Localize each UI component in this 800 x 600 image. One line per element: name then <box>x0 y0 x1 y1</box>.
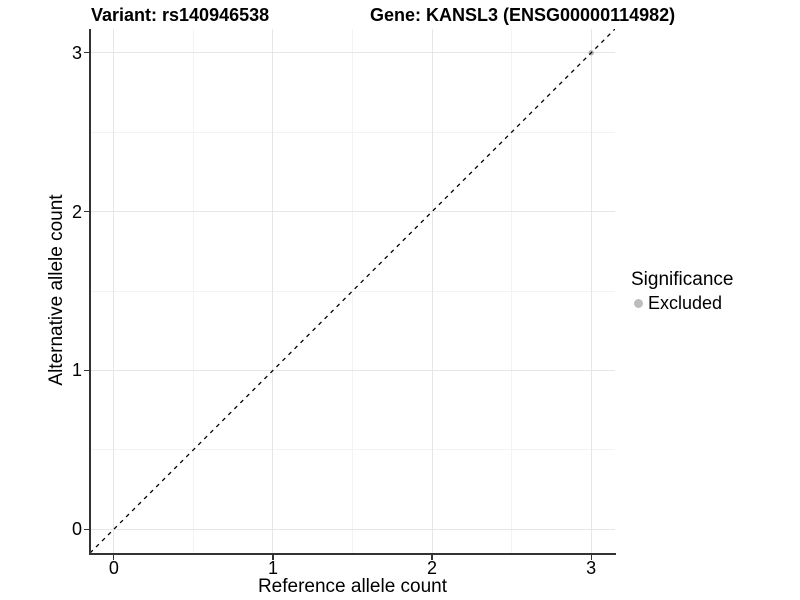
major-gridline-y <box>90 211 615 213</box>
x-tick-mark <box>272 555 274 560</box>
x-axis-line <box>89 553 616 555</box>
major-gridline-y <box>90 369 615 371</box>
x-tick-label: 3 <box>586 558 597 578</box>
plot-layer <box>90 29 615 553</box>
major-gridline-x <box>113 29 115 553</box>
y-axis-title: Alternative allele count <box>46 194 67 386</box>
minor-gridline-y <box>90 131 615 133</box>
gene-title: Gene: KANSL3 (ENSG00000114982) <box>370 5 676 25</box>
y-tick-label: 1 <box>71 360 82 381</box>
legend-item-label: Excluded <box>648 293 723 313</box>
y-tick-mark <box>84 52 89 54</box>
variant-title: Variant: rs140946538 <box>91 5 270 25</box>
y-tick-mark <box>84 528 89 530</box>
legend: Significance Excluded <box>630 269 798 313</box>
legend-title: Significance <box>631 269 734 290</box>
major-gridline-x <box>272 29 274 553</box>
x-tick-label: 1 <box>267 558 278 578</box>
identity-dashed-line <box>90 29 615 553</box>
major-gridline-x <box>590 29 592 553</box>
plot-panel <box>90 29 615 553</box>
x-tick-mark <box>431 555 433 560</box>
major-gridline-y <box>90 52 615 54</box>
y-tick-label: 3 <box>71 42 82 63</box>
minor-gridline-y <box>90 290 615 292</box>
x-tick-label: 0 <box>108 558 119 578</box>
y-tick-label: 2 <box>71 201 82 222</box>
y-tick-label: 0 <box>71 519 82 540</box>
y-axis-line <box>89 29 91 555</box>
legend-item-excluded: Excluded <box>630 293 798 313</box>
x-tick-label: 2 <box>427 558 438 578</box>
y-tick-mark <box>84 369 89 371</box>
y-tick-mark <box>84 211 89 213</box>
excluded-point-icon <box>634 298 643 308</box>
x-axis-title: Reference allele count <box>257 576 448 597</box>
major-gridline-y <box>90 528 615 530</box>
x-tick-mark <box>590 555 592 560</box>
major-gridline-x <box>431 29 433 553</box>
minor-gridline-y <box>90 449 615 451</box>
x-tick-mark <box>113 555 115 560</box>
